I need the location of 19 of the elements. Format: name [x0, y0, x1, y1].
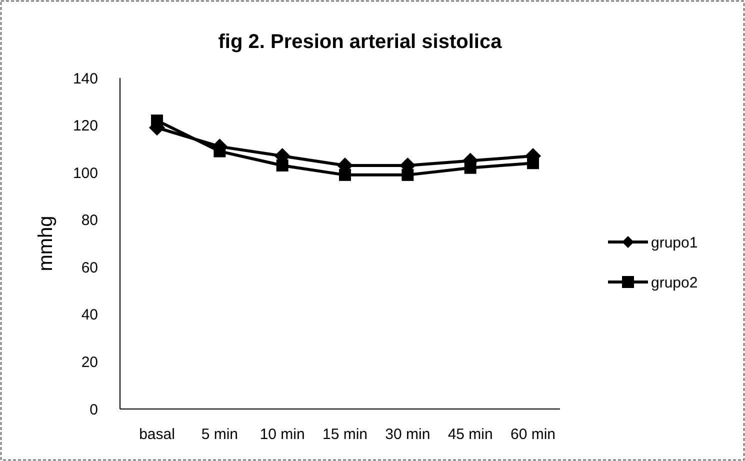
y-axis-title: mmhg [35, 216, 57, 272]
y-tick-label: 100 [72, 164, 98, 182]
x-tick-label: 45 min [448, 426, 493, 443]
x-tick-label: 15 min [322, 426, 368, 443]
chart-title: fig 2. Presion arterial sistolica [218, 31, 503, 53]
y-tick-label: 60 [81, 259, 98, 276]
x-tick-label: 10 min [260, 426, 305, 443]
y-tick-label: 120 [72, 118, 98, 135]
y-tick-label: 80 [81, 212, 98, 230]
x-tick-label: 30 min [385, 426, 430, 443]
x-tick-label: 5 min [201, 426, 238, 443]
legend-label: grupo2 [651, 274, 698, 292]
y-tick-label: 40 [81, 306, 98, 324]
x-tick-label: basal [139, 426, 175, 443]
y-tick-label: 0 [90, 401, 98, 418]
y-tick-label: 140 [72, 70, 98, 88]
x-tick-label: 60 min [510, 426, 556, 443]
legend-label: grupo1 [651, 234, 698, 252]
y-tick-label: 20 [81, 354, 98, 371]
